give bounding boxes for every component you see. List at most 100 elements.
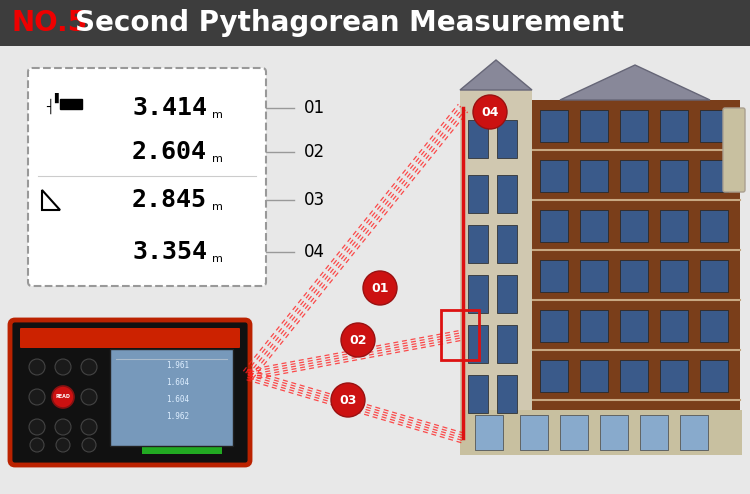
FancyBboxPatch shape [110, 349, 233, 446]
FancyBboxPatch shape [580, 160, 608, 192]
FancyBboxPatch shape [660, 260, 688, 292]
FancyBboxPatch shape [540, 310, 568, 342]
FancyBboxPatch shape [660, 160, 688, 192]
FancyBboxPatch shape [468, 225, 488, 263]
Circle shape [56, 438, 70, 452]
Text: 1.961: 1.961 [166, 361, 189, 370]
FancyBboxPatch shape [700, 260, 728, 292]
FancyBboxPatch shape [142, 446, 222, 454]
Text: 04: 04 [482, 106, 499, 119]
Circle shape [29, 359, 45, 375]
Polygon shape [560, 65, 710, 100]
Text: m: m [212, 110, 223, 120]
FancyBboxPatch shape [520, 415, 548, 450]
Circle shape [82, 438, 96, 452]
FancyBboxPatch shape [580, 210, 608, 242]
FancyBboxPatch shape [20, 328, 240, 348]
Text: 1.962: 1.962 [166, 412, 189, 421]
FancyBboxPatch shape [620, 260, 648, 292]
FancyBboxPatch shape [640, 415, 668, 450]
FancyBboxPatch shape [497, 175, 517, 213]
FancyBboxPatch shape [660, 210, 688, 242]
FancyBboxPatch shape [540, 210, 568, 242]
FancyBboxPatch shape [540, 110, 568, 142]
Text: 3.354: 3.354 [132, 240, 207, 264]
Circle shape [30, 438, 44, 452]
Text: 04: 04 [304, 243, 325, 261]
FancyBboxPatch shape [580, 310, 608, 342]
FancyBboxPatch shape [497, 275, 517, 313]
FancyBboxPatch shape [600, 415, 628, 450]
Circle shape [55, 419, 71, 435]
Circle shape [81, 389, 97, 405]
FancyBboxPatch shape [580, 260, 608, 292]
FancyBboxPatch shape [475, 415, 503, 450]
FancyBboxPatch shape [468, 325, 488, 363]
FancyBboxPatch shape [680, 415, 708, 450]
FancyBboxPatch shape [700, 210, 728, 242]
Text: 02: 02 [304, 143, 326, 161]
Text: ▌: ▌ [54, 93, 62, 103]
Text: 3.414: 3.414 [132, 96, 207, 120]
FancyBboxPatch shape [660, 110, 688, 142]
Circle shape [29, 389, 45, 405]
FancyBboxPatch shape [468, 175, 488, 213]
FancyBboxPatch shape [700, 310, 728, 342]
FancyBboxPatch shape [620, 210, 648, 242]
FancyBboxPatch shape [540, 260, 568, 292]
Circle shape [81, 419, 97, 435]
Text: NO.5: NO.5 [12, 9, 88, 37]
Circle shape [55, 389, 71, 405]
FancyBboxPatch shape [468, 275, 488, 313]
Text: 03: 03 [304, 191, 326, 209]
Text: 02: 02 [350, 333, 367, 346]
FancyBboxPatch shape [660, 360, 688, 392]
Text: 2.845: 2.845 [132, 188, 207, 212]
FancyBboxPatch shape [530, 100, 740, 450]
FancyBboxPatch shape [723, 108, 745, 192]
Text: m: m [212, 154, 223, 164]
Circle shape [341, 323, 375, 357]
FancyBboxPatch shape [497, 375, 517, 413]
FancyBboxPatch shape [660, 310, 688, 342]
FancyBboxPatch shape [700, 360, 728, 392]
Text: 2.604: 2.604 [132, 140, 207, 164]
Text: 1.604: 1.604 [166, 378, 189, 387]
FancyBboxPatch shape [10, 320, 250, 465]
Circle shape [473, 95, 507, 129]
FancyBboxPatch shape [468, 375, 488, 413]
Text: 03: 03 [339, 394, 357, 407]
FancyBboxPatch shape [28, 68, 266, 286]
FancyBboxPatch shape [620, 110, 648, 142]
FancyBboxPatch shape [580, 360, 608, 392]
FancyBboxPatch shape [0, 46, 750, 494]
Text: ┤: ┤ [46, 98, 53, 114]
FancyBboxPatch shape [580, 110, 608, 142]
FancyBboxPatch shape [0, 0, 750, 46]
FancyBboxPatch shape [497, 325, 517, 363]
Circle shape [52, 386, 74, 408]
Text: Second Pythagorean Measurement: Second Pythagorean Measurement [75, 9, 624, 37]
Text: READ: READ [56, 395, 70, 400]
Polygon shape [460, 60, 532, 90]
Circle shape [55, 359, 71, 375]
FancyBboxPatch shape [540, 160, 568, 192]
FancyBboxPatch shape [497, 225, 517, 263]
FancyBboxPatch shape [700, 160, 728, 192]
Text: m: m [212, 202, 223, 212]
Circle shape [29, 419, 45, 435]
FancyBboxPatch shape [468, 120, 488, 158]
Text: m: m [212, 254, 223, 264]
FancyBboxPatch shape [60, 99, 82, 109]
FancyBboxPatch shape [497, 120, 517, 158]
FancyBboxPatch shape [620, 310, 648, 342]
Circle shape [331, 383, 365, 417]
FancyBboxPatch shape [540, 360, 568, 392]
FancyBboxPatch shape [560, 415, 588, 450]
FancyBboxPatch shape [620, 160, 648, 192]
FancyBboxPatch shape [460, 90, 532, 450]
Circle shape [363, 271, 397, 305]
Text: 1.604: 1.604 [166, 395, 189, 404]
Text: 01: 01 [371, 282, 388, 294]
FancyBboxPatch shape [700, 110, 728, 142]
